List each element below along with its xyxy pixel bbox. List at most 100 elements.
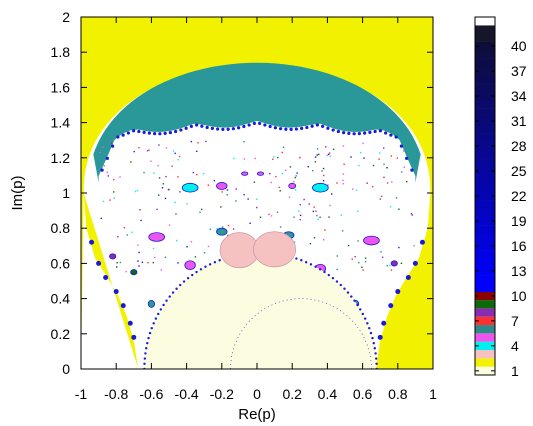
- scatter-dot: [276, 211, 279, 213]
- scatter-dot: [336, 182, 338, 184]
- scatter-dot: [227, 234, 229, 237]
- flank-dot: [405, 274, 411, 280]
- boundary-dot: [179, 128, 183, 132]
- boundary-dot: [137, 129, 141, 134]
- flank-dot: [388, 303, 394, 309]
- scatter-dot: [313, 237, 316, 239]
- scatter-dot: [294, 176, 296, 179]
- scatter-dot: [268, 213, 270, 216]
- colored-spot: [216, 182, 228, 190]
- colorbar-band: [475, 100, 495, 109]
- scatter-dot: [190, 140, 193, 143]
- scatter-dot: [316, 214, 318, 217]
- flank-dot: [96, 260, 102, 266]
- boundary-dot: [247, 123, 251, 127]
- scatter-dot: [153, 172, 155, 174]
- scatter-dot: [350, 156, 352, 158]
- bulb-edge-dot: [309, 263, 313, 266]
- bulb-edge-dot: [175, 287, 178, 290]
- scatter-dot: [383, 147, 385, 149]
- bulb-edge-dot: [168, 295, 171, 298]
- scatter-dot: [253, 181, 256, 183]
- scatter-dot: [168, 224, 171, 226]
- bulb-edge-dot: [152, 322, 155, 325]
- colorbar-band: [475, 341, 495, 351]
- y-tick-label: 0.4: [51, 291, 71, 307]
- scatter-dot: [209, 228, 212, 230]
- scatter-dot: [207, 184, 210, 186]
- scatter-dot: [362, 142, 364, 145]
- scatter-dot: [175, 213, 177, 215]
- scatter-dot: [303, 198, 305, 201]
- colorbar-band: [475, 83, 495, 93]
- scatter-dot: [295, 175, 297, 177]
- boundary-dot: [132, 129, 136, 133]
- scatter-dot: [235, 188, 237, 190]
- bulb-edge-dot: [366, 322, 369, 325]
- scatter-dot: [316, 154, 318, 156]
- scatter-dot: [342, 179, 344, 182]
- boundary-scatter: [89, 140, 425, 340]
- scatter-dot: [171, 165, 173, 167]
- boundary-dot: [363, 131, 367, 135]
- y-tick-label: 0: [62, 361, 70, 377]
- boundary-dot: [242, 124, 246, 129]
- colored-spot: [390, 260, 398, 267]
- scatter-dot: [174, 201, 176, 204]
- scatter-dot: [343, 163, 345, 165]
- bulb-edge-dot: [372, 341, 375, 345]
- bulb-edge-dot: [182, 280, 186, 283]
- bulb-edge-dot: [208, 263, 212, 266]
- colorbar-band: [475, 225, 495, 234]
- bulb-edge-dot: [295, 257, 298, 260]
- scatter-dot: [400, 171, 403, 173]
- boundary-dot: [342, 131, 346, 135]
- colorbar-tick-label: 34: [511, 88, 527, 104]
- boundary-dot: [174, 129, 178, 134]
- bulb-edge-dot: [335, 280, 339, 283]
- colorbar-band: [475, 66, 495, 76]
- scatter-dot: [139, 209, 141, 211]
- x-axis: -1 -0.8 -0.6 -0.4 -0.2 0 0.2 0.4 0.6 0.8 1: [75, 17, 437, 402]
- y-tick-label: 1.4: [51, 115, 71, 131]
- scatter-dot: [119, 261, 122, 264]
- colorbar-band: [475, 300, 495, 309]
- colorbar-band: [475, 108, 495, 118]
- colorbar-band: [475, 233, 495, 243]
- bulb-edge-dot: [375, 362, 378, 365]
- x-tick-label: -0.2: [210, 386, 234, 402]
- bulb-edge-dot: [144, 352, 147, 355]
- colorbar-band: [475, 133, 495, 143]
- scatter-dot: [309, 242, 312, 245]
- scatter-dot: [116, 262, 118, 264]
- scatter-dot: [232, 228, 235, 230]
- boundary-dot: [153, 132, 157, 136]
- scatter-dot: [158, 194, 160, 196]
- x-tick-label: 1: [429, 386, 437, 402]
- bulb-edge-dot: [148, 331, 152, 335]
- boundary-dot: [326, 126, 330, 130]
- colored-spot: [109, 253, 117, 260]
- scatter-dot: [284, 169, 287, 171]
- scatter-dot: [213, 179, 216, 182]
- colorbar-band: [475, 266, 495, 276]
- scatter-dot: [220, 206, 222, 208]
- boundary-dot: [336, 129, 340, 134]
- boundary-dot: [195, 123, 199, 127]
- scatter-dot: [390, 155, 393, 157]
- scatter-dot: [165, 147, 168, 149]
- colorbar-band: [475, 333, 495, 342]
- boundary-dot: [357, 132, 361, 136]
- colored-spot: [216, 227, 228, 236]
- boundary-dot: [147, 131, 151, 135]
- colorbar-band: [475, 208, 495, 218]
- scatter-dot: [294, 241, 296, 244]
- scatter-dot: [395, 197, 398, 199]
- scatter-dot: [364, 257, 367, 259]
- boundary-dot: [284, 127, 288, 131]
- scatter-dot: [197, 142, 199, 144]
- scatter-dot: [227, 224, 230, 227]
- bulb-edge-dot: [213, 260, 217, 264]
- scatter-dot: [282, 146, 285, 149]
- scatter-dot: [357, 240, 359, 242]
